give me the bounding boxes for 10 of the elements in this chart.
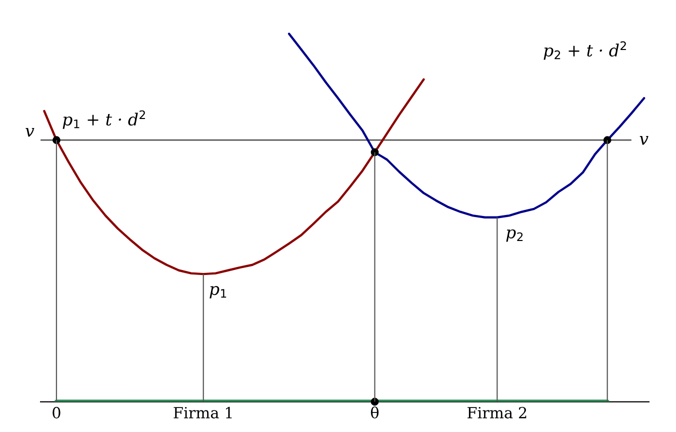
annotation: p$_{2}$ [506, 229, 523, 242]
annotation: p$_{1}$ [210, 286, 226, 298]
x-tick-label: Firma 2 [468, 406, 526, 418]
x-tick-label: 0 [52, 406, 60, 418]
annotation: p$_{2}$ + t · d$^{2}$ [544, 41, 626, 60]
text: v [640, 136, 648, 145]
x-tick-label: Firma 1 [174, 406, 232, 418]
ref-line-label: v [26, 128, 34, 137]
x-tick-label: θ [370, 406, 379, 418]
annotation: p$_{1}$ + t · d$^{2}$ [62, 110, 145, 129]
